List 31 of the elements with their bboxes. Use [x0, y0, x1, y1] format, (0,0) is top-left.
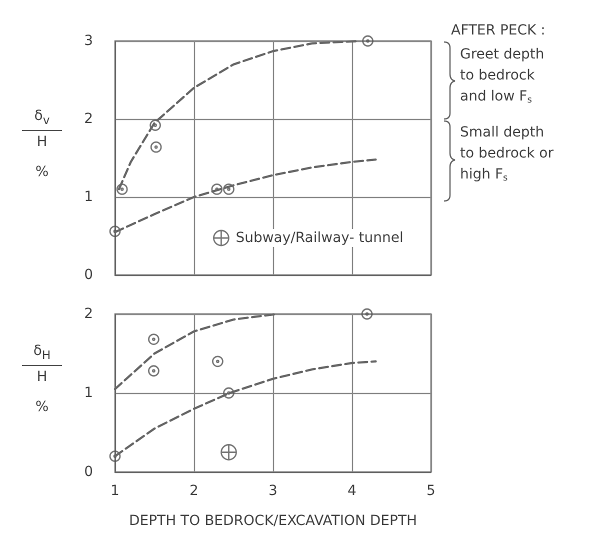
point — [148, 365, 160, 377]
point — [109, 450, 121, 462]
x-tick-label: 4 — [348, 483, 357, 499]
y-tick-label: 1 — [84, 189, 93, 205]
point — [362, 35, 374, 47]
x-tick-label: 1 — [110, 483, 120, 499]
point — [223, 184, 234, 195]
y-tick-label: 2 — [84, 111, 93, 127]
point — [220, 444, 237, 460]
y-axis-title: δ$_{v}$ H % — [33, 107, 51, 182]
point — [361, 308, 373, 320]
point — [150, 120, 161, 131]
x-tick-label: 3 — [268, 483, 278, 499]
point — [148, 334, 160, 345]
x-tick-label: 5 — [426, 483, 436, 499]
point — [211, 184, 223, 195]
y-tick-label: 1 — [84, 385, 93, 401]
y-tick-label: 0 — [84, 267, 93, 283]
x-tick-label: 2 — [190, 483, 198, 499]
point — [212, 356, 224, 368]
y-tick-label: 0 — [84, 464, 93, 480]
y-tick-label: 2 — [84, 306, 93, 322]
text: AFTER PECK : — [451, 22, 546, 38]
point — [116, 184, 128, 195]
legend-label: Subway/Railway- tunnel — [236, 230, 404, 246]
y-axis-title: δ$_{H}$ H % — [32, 342, 52, 417]
point — [150, 141, 162, 153]
point — [223, 387, 234, 399]
point — [109, 226, 121, 238]
y-tick-label: 3 — [84, 33, 93, 49]
x-axis-title: DEPTH TO BEDROCK/EXCAVATION DEPTH — [128, 513, 418, 529]
